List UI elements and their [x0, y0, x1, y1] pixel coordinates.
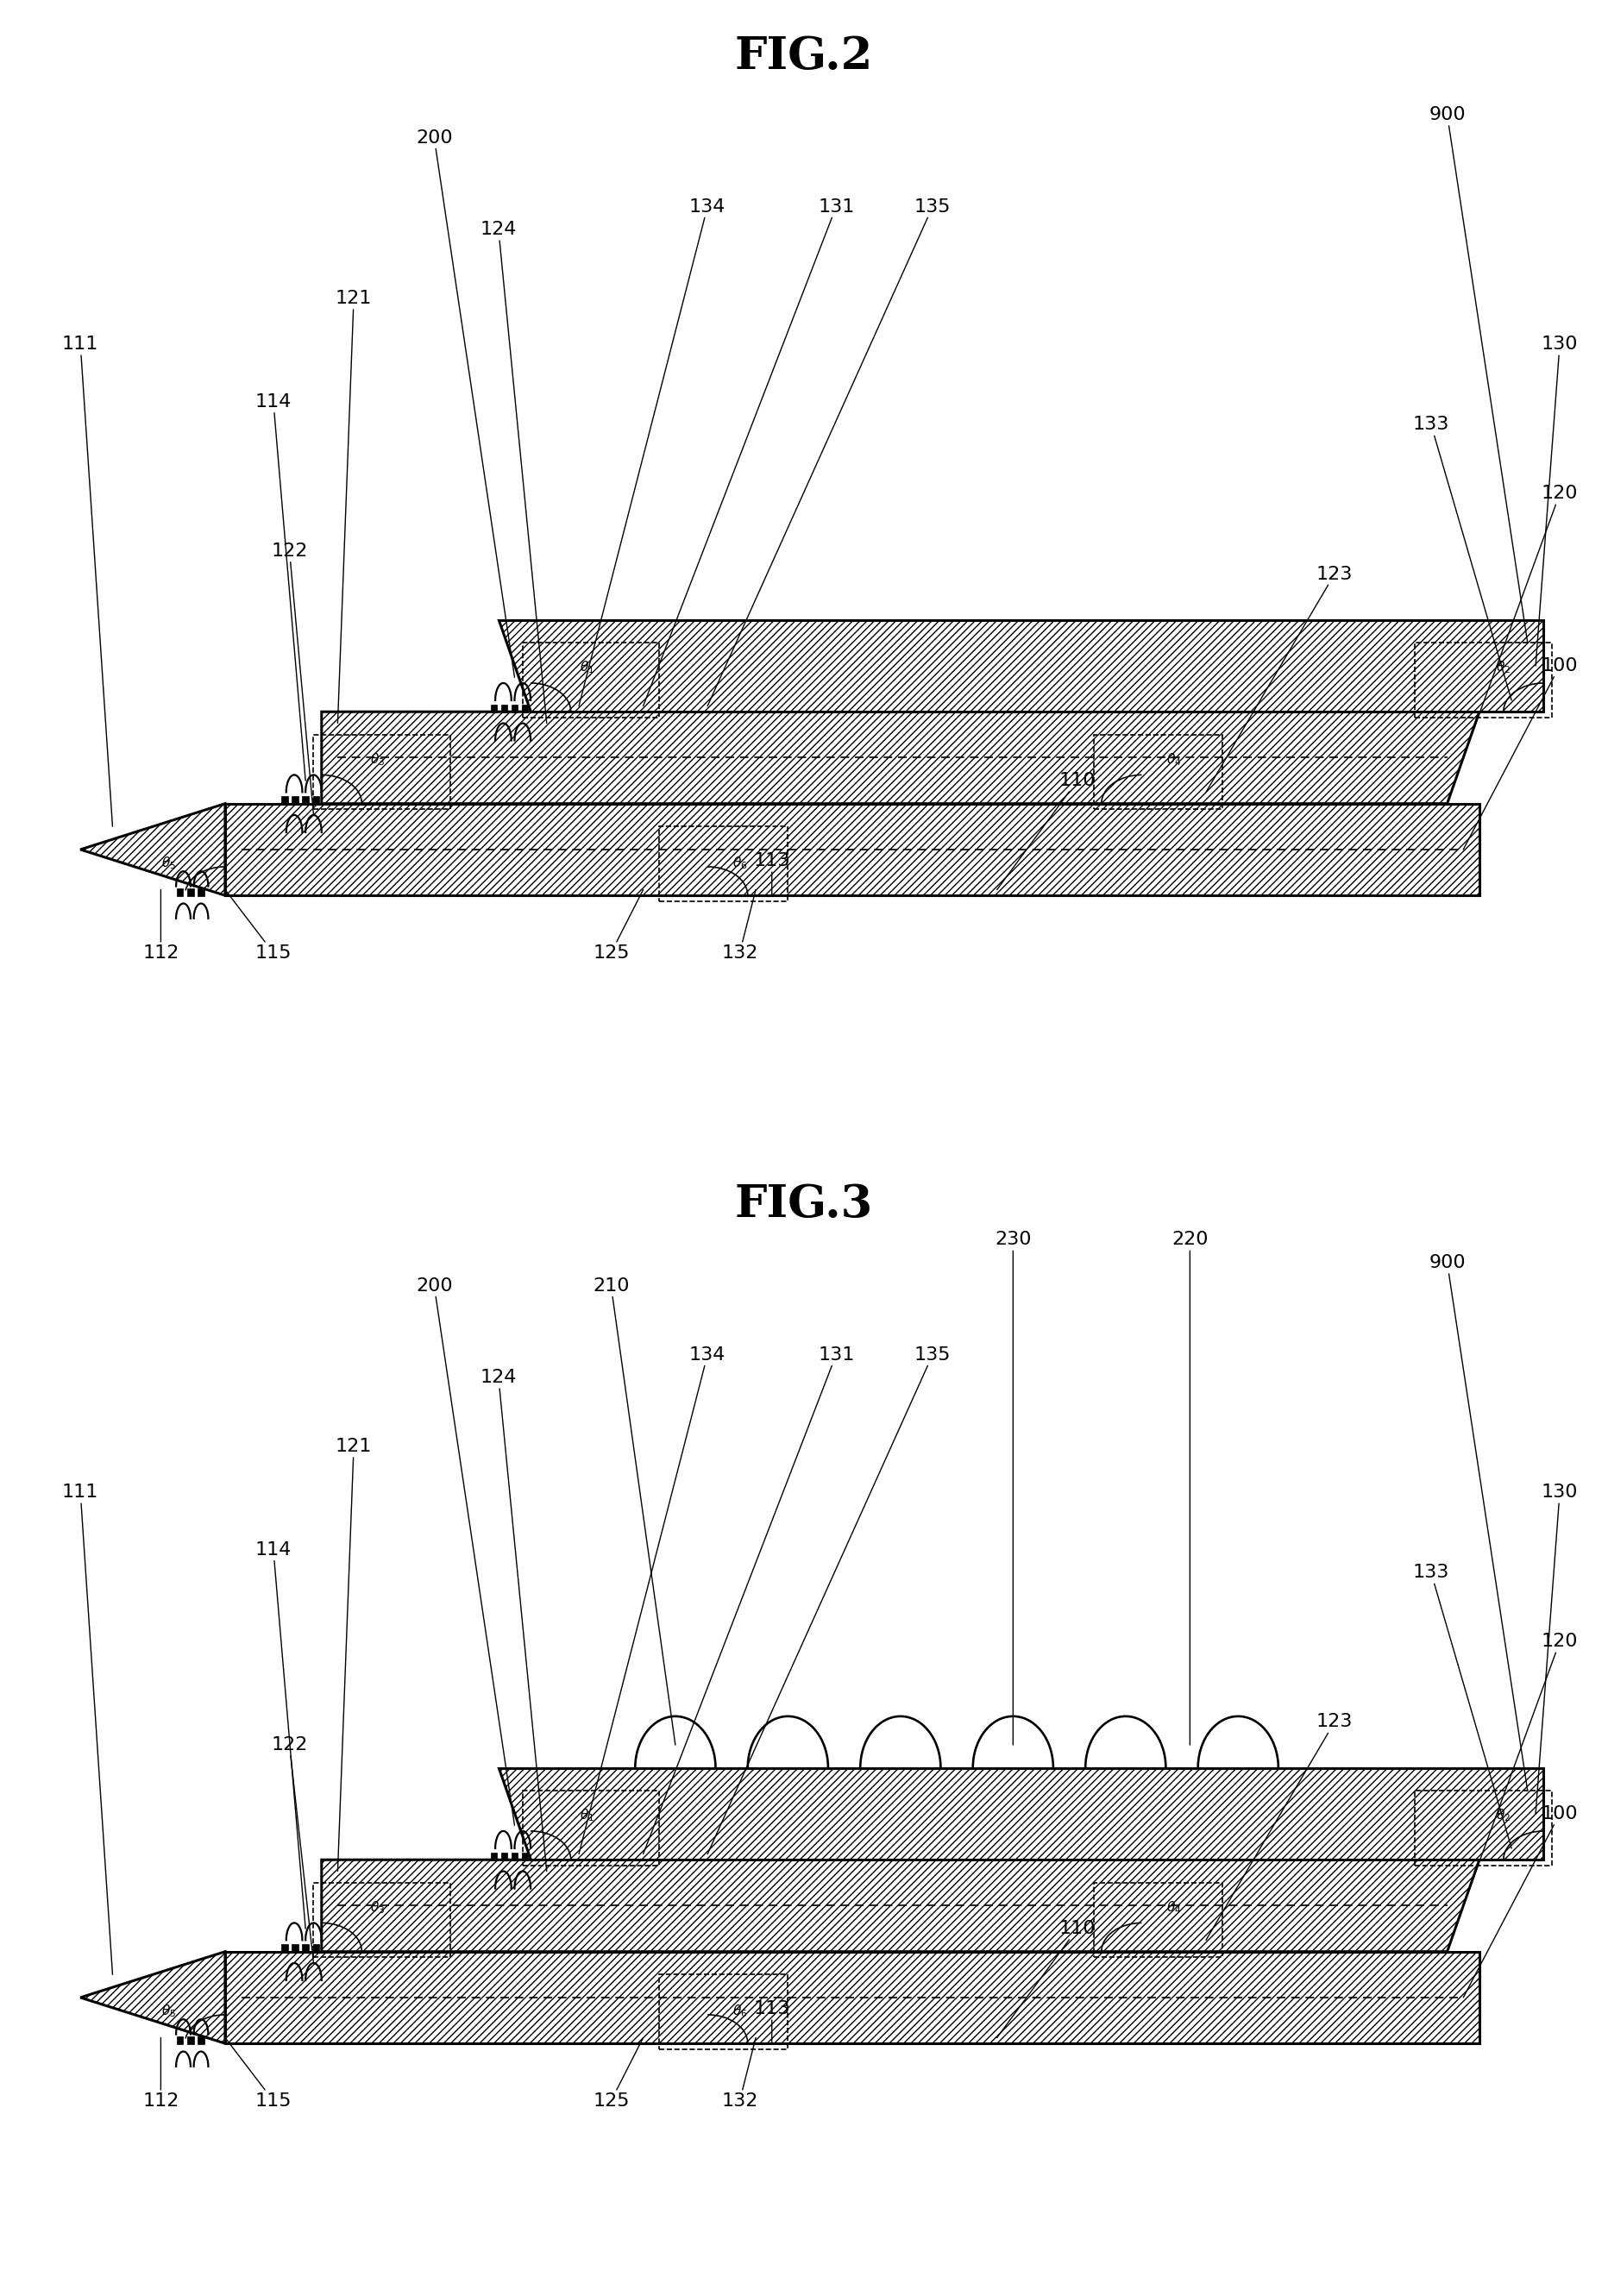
- Polygon shape: [498, 1768, 1544, 1860]
- Polygon shape: [498, 620, 1544, 712]
- Polygon shape: [225, 1952, 1479, 2043]
- Text: 131: 131: [643, 197, 854, 707]
- Text: $\theta_6$: $\theta_6$: [732, 854, 748, 870]
- Bar: [312, 797, 318, 804]
- Text: 111: 111: [63, 335, 113, 827]
- Text: 115: 115: [225, 2039, 291, 2110]
- Text: 200: 200: [416, 129, 515, 677]
- Bar: [177, 2037, 183, 2043]
- Text: 200: 200: [416, 1277, 515, 1825]
- Bar: [511, 1853, 518, 1860]
- Bar: [293, 797, 297, 804]
- Text: 122: 122: [272, 1736, 314, 1963]
- Polygon shape: [80, 1952, 225, 2043]
- Text: 125: 125: [593, 889, 643, 962]
- Bar: [198, 2037, 204, 2043]
- Bar: [521, 1853, 527, 1860]
- Bar: [187, 889, 195, 895]
- Text: 123: 123: [1206, 565, 1352, 792]
- Text: $\theta_1$: $\theta_1$: [579, 1807, 595, 1823]
- Text: 120: 120: [1463, 1632, 1577, 1906]
- Text: 130: 130: [1536, 1483, 1577, 1814]
- Bar: [502, 705, 508, 712]
- Text: 111: 111: [63, 1483, 113, 1975]
- Text: 122: 122: [272, 542, 314, 815]
- Polygon shape: [322, 1860, 1479, 1952]
- Bar: [177, 889, 183, 895]
- Text: 124: 124: [481, 220, 547, 723]
- Text: 133: 133: [1413, 416, 1512, 700]
- Bar: [312, 1945, 318, 1952]
- Bar: [511, 705, 518, 712]
- Text: 123: 123: [1206, 1713, 1352, 1940]
- Text: 121: 121: [336, 289, 371, 723]
- Bar: [198, 889, 204, 895]
- Text: 113: 113: [754, 2000, 790, 2043]
- Polygon shape: [322, 712, 1479, 804]
- Text: 114: 114: [256, 393, 306, 781]
- Text: 135: 135: [708, 197, 950, 707]
- Text: 115: 115: [225, 889, 291, 962]
- Bar: [281, 1945, 288, 1952]
- Text: 134: 134: [579, 197, 725, 707]
- Text: 114: 114: [256, 1541, 306, 1929]
- Text: 110: 110: [997, 771, 1095, 889]
- Text: $\theta_2$: $\theta_2$: [1495, 1807, 1512, 1823]
- Polygon shape: [225, 804, 1479, 895]
- Bar: [490, 1853, 497, 1860]
- Text: 135: 135: [708, 1345, 950, 1855]
- Text: 900: 900: [1430, 106, 1528, 643]
- Text: $\theta_4$: $\theta_4$: [1166, 751, 1182, 767]
- Text: 220: 220: [1172, 1231, 1208, 1745]
- Bar: [281, 797, 288, 804]
- Bar: [302, 1945, 309, 1952]
- Text: 131: 131: [643, 1345, 854, 1855]
- Text: $\theta_3$: $\theta_3$: [370, 751, 386, 767]
- Text: 100: 100: [1463, 657, 1577, 850]
- Text: $\theta_5$: $\theta_5$: [161, 2002, 177, 2018]
- Text: $\theta_4$: $\theta_4$: [1166, 1899, 1182, 1915]
- Text: 112: 112: [143, 889, 178, 962]
- Text: 900: 900: [1430, 1254, 1528, 1791]
- Text: 132: 132: [722, 889, 757, 962]
- Text: 230: 230: [995, 1231, 1031, 1745]
- Text: 134: 134: [579, 1345, 725, 1855]
- Text: $\theta_2$: $\theta_2$: [1495, 659, 1512, 675]
- Text: 110: 110: [997, 1919, 1095, 2039]
- Text: 130: 130: [1536, 335, 1577, 666]
- Text: 133: 133: [1413, 1564, 1512, 1848]
- Text: 120: 120: [1463, 484, 1577, 758]
- Text: FIG.2: FIG.2: [735, 34, 873, 78]
- Text: 100: 100: [1463, 1805, 1577, 1998]
- Bar: [187, 2037, 195, 2043]
- Bar: [490, 705, 497, 712]
- Bar: [502, 1853, 508, 1860]
- Bar: [302, 797, 309, 804]
- Text: $\theta_3$: $\theta_3$: [370, 1899, 386, 1915]
- Text: 112: 112: [143, 2039, 178, 2110]
- Bar: [293, 1945, 297, 1952]
- Bar: [521, 705, 527, 712]
- Text: 125: 125: [593, 2039, 643, 2110]
- Text: $\theta_1$: $\theta_1$: [579, 659, 595, 675]
- Text: 121: 121: [336, 1437, 371, 1871]
- Text: 124: 124: [481, 1368, 547, 1871]
- Text: 132: 132: [722, 2039, 757, 2110]
- Text: $\theta_6$: $\theta_6$: [732, 2002, 748, 2018]
- Polygon shape: [80, 804, 225, 895]
- Text: 113: 113: [754, 852, 790, 895]
- Text: FIG.3: FIG.3: [735, 1182, 873, 1226]
- Text: $\theta_5$: $\theta_5$: [161, 854, 177, 870]
- Text: 210: 210: [593, 1277, 675, 1745]
